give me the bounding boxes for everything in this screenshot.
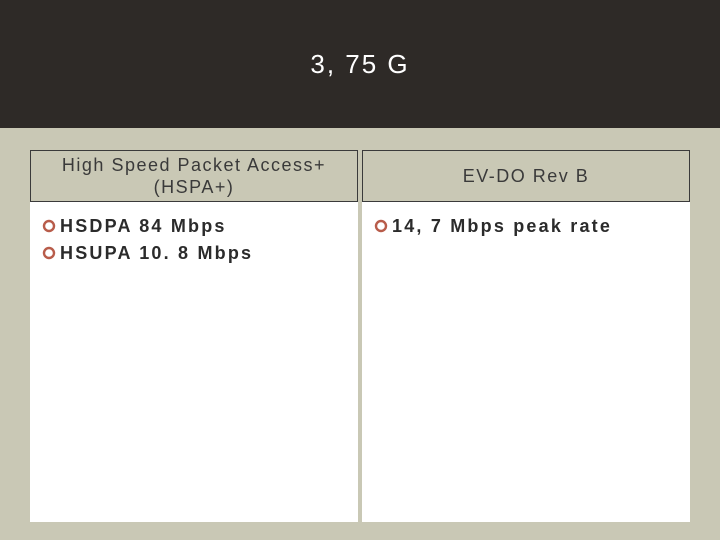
- column-right-body: 14, 7 Mbps peak rate: [362, 202, 690, 522]
- list-item: HSUPA 10. 8 Mbps: [42, 243, 346, 264]
- list-item: HSDPA 84 Mbps: [42, 216, 346, 237]
- column-left-header: High Speed Packet Access+ (HSPA+): [30, 150, 358, 202]
- title-bar: 3, 75 G: [0, 0, 720, 128]
- list-item-text: 14, 7 Mbps peak rate: [392, 216, 612, 237]
- ring-bullet-icon: [374, 219, 388, 233]
- column-right: EV-DO Rev B 14, 7 Mbps peak rate: [362, 150, 690, 522]
- list-item-text: HSUPA 10. 8 Mbps: [60, 243, 253, 264]
- ring-bullet-icon: [42, 219, 56, 233]
- list-item-text: HSDPA 84 Mbps: [60, 216, 227, 237]
- list-item: 14, 7 Mbps peak rate: [374, 216, 678, 237]
- column-left: High Speed Packet Access+ (HSPA+) HSDPA …: [30, 150, 358, 522]
- column-left-body: HSDPA 84 Mbps HSUPA 10. 8 Mbps: [30, 202, 358, 522]
- content-area: High Speed Packet Access+ (HSPA+) HSDPA …: [30, 150, 690, 522]
- column-left-header-text: High Speed Packet Access+ (HSPA+): [39, 154, 349, 199]
- column-right-header: EV-DO Rev B: [362, 150, 690, 202]
- column-right-header-text: EV-DO Rev B: [463, 165, 590, 188]
- slide-title: 3, 75 G: [310, 49, 409, 80]
- ring-bullet-icon: [42, 246, 56, 260]
